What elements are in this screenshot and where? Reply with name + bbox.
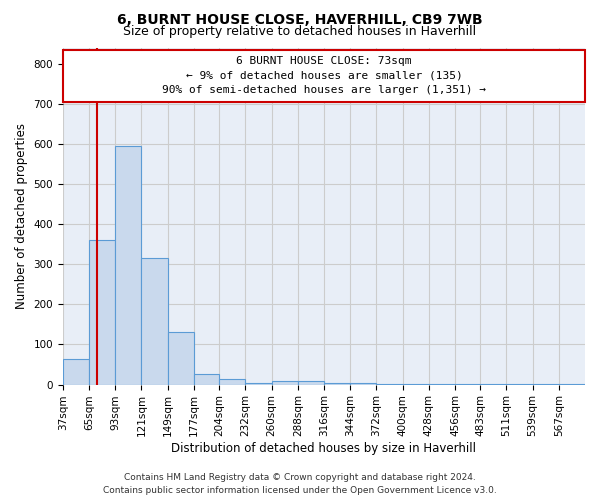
Text: Contains HM Land Registry data © Crown copyright and database right 2024.
Contai: Contains HM Land Registry data © Crown c… bbox=[103, 474, 497, 495]
Bar bbox=[142, 258, 167, 384]
Bar bbox=[324, 382, 350, 384]
Y-axis label: Number of detached properties: Number of detached properties bbox=[15, 123, 28, 309]
Bar bbox=[167, 332, 194, 384]
Text: 6, BURNT HOUSE CLOSE, HAVERHILL, CB9 7WB: 6, BURNT HOUSE CLOSE, HAVERHILL, CB9 7WB bbox=[117, 12, 483, 26]
Bar bbox=[272, 380, 298, 384]
Bar bbox=[298, 380, 324, 384]
X-axis label: Distribution of detached houses by size in Haverhill: Distribution of detached houses by size … bbox=[172, 442, 476, 455]
Bar bbox=[245, 382, 272, 384]
Text: 6 BURNT HOUSE CLOSE: 73sqm
← 9% of detached houses are smaller (135)
90% of semi: 6 BURNT HOUSE CLOSE: 73sqm ← 9% of detac… bbox=[162, 56, 486, 96]
Text: Size of property relative to detached houses in Haverhill: Size of property relative to detached ho… bbox=[124, 25, 476, 38]
Bar bbox=[194, 374, 219, 384]
Bar bbox=[89, 240, 115, 384]
Bar bbox=[115, 146, 142, 384]
Bar bbox=[63, 358, 89, 384]
Bar bbox=[63, 50, 585, 102]
Bar bbox=[219, 378, 245, 384]
